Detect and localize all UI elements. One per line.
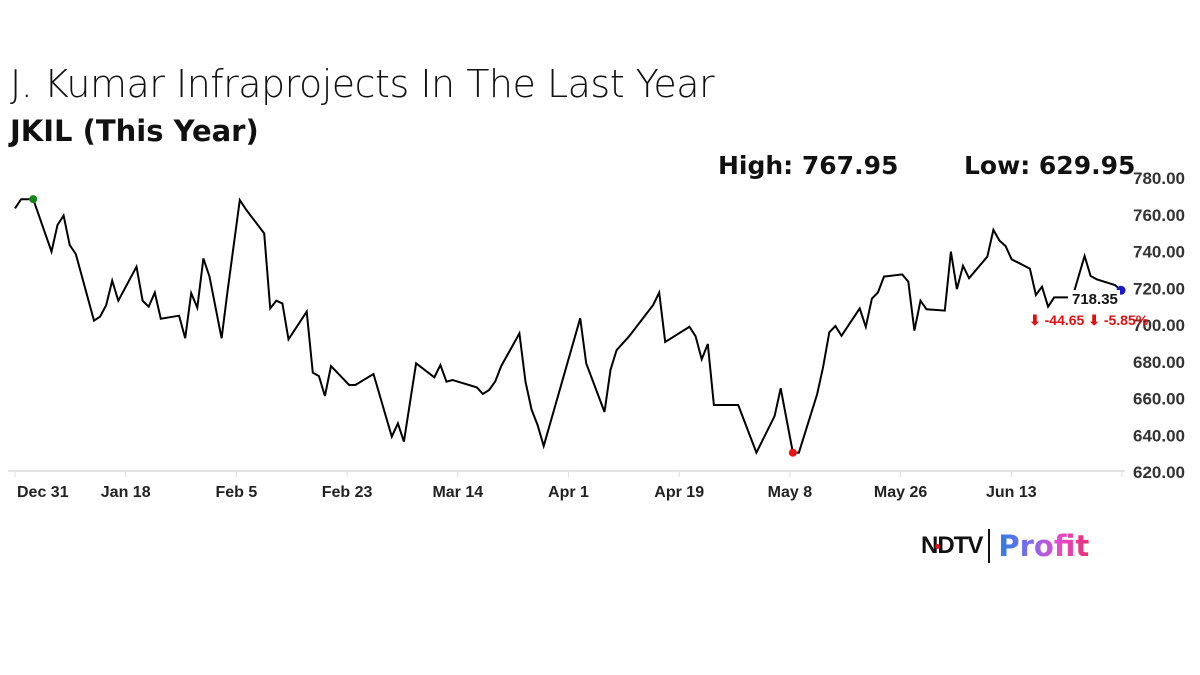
x-tick-label: Mar 14 bbox=[432, 484, 483, 501]
x-tick-label: Feb 5 bbox=[216, 484, 258, 501]
y-tick-label: 660.00 bbox=[1133, 390, 1185, 409]
y-tick-label: 620.00 bbox=[1133, 463, 1185, 482]
price-line bbox=[14, 197, 1122, 456]
logo-divider bbox=[988, 529, 991, 563]
logo-dot bbox=[935, 544, 940, 549]
y-tick-label: 700.00 bbox=[1133, 316, 1185, 335]
profit-wordmark: Profit bbox=[998, 529, 1090, 563]
y-tick-label: 740.00 bbox=[1133, 243, 1185, 262]
x-tick-label: Jan 18 bbox=[101, 484, 151, 501]
x-tick-label: Jun 13 bbox=[986, 484, 1037, 501]
last-value-label: 718.35 bbox=[1072, 291, 1118, 308]
ndtv-wordmark: NDTV bbox=[921, 532, 983, 560]
ndtv-text: NDTV bbox=[921, 532, 983, 559]
y-tick-label: 680.00 bbox=[1133, 353, 1185, 372]
y-tick-label: 640.00 bbox=[1133, 426, 1185, 445]
y-tick-label: 780.00 bbox=[1133, 169, 1185, 188]
ndtv-profit-logo: NDTV Profit bbox=[921, 528, 1089, 564]
high-label: High: 767.95 bbox=[718, 151, 899, 180]
last-value-label-bg bbox=[1068, 290, 1120, 306]
x-tick-label: May 26 bbox=[874, 484, 927, 501]
low-label: Low: 629.95 bbox=[964, 151, 1136, 180]
high-marker bbox=[29, 195, 38, 204]
x-tick-label: Apr 19 bbox=[654, 484, 704, 501]
x-tick-label: Apr 1 bbox=[548, 484, 589, 501]
chart-title: J. Kumar Infraprojects In The Last Year bbox=[10, 62, 715, 106]
x-tick-label: May 8 bbox=[768, 484, 813, 501]
chart-subtitle: JKIL (This Year) bbox=[10, 114, 259, 148]
y-tick-label: 760.00 bbox=[1133, 206, 1185, 225]
low-marker bbox=[788, 448, 797, 457]
change-label: ⬇ -44.65 ⬇ -5.85% bbox=[1029, 312, 1149, 328]
x-tick-label: Feb 23 bbox=[322, 484, 373, 501]
y-tick-label: 720.00 bbox=[1133, 279, 1185, 298]
x-tick-label: Dec 31 bbox=[17, 484, 69, 501]
